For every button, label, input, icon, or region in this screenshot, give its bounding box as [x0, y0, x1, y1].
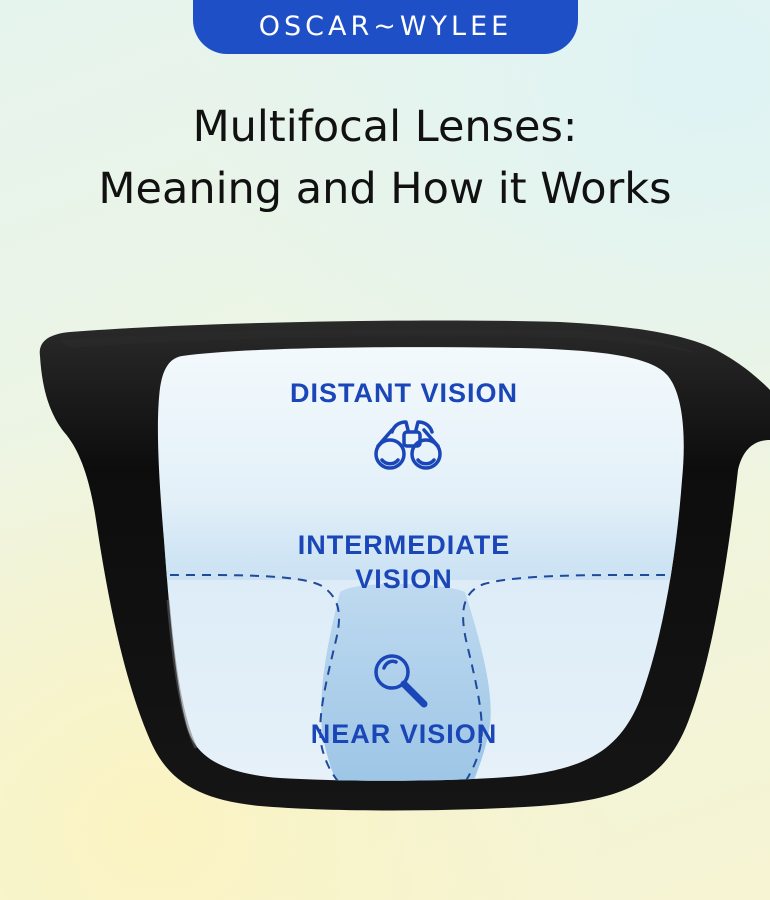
brand-logo-banner: OSCAR~WYLEE	[193, 0, 578, 54]
zone-boundary-line-right	[462, 573, 666, 781]
intermediate-vision-label-line-2: VISION	[355, 564, 453, 594]
lens	[157, 347, 684, 781]
intermediate-vision-label-line-1: INTERMEDIATE	[298, 530, 511, 560]
zone-boundary-line	[169, 573, 341, 781]
distant-vision-label: DISTANT VISION	[290, 378, 518, 408]
binoculars-icon	[374, 420, 442, 470]
page-title-line-1: Multifocal Lenses:	[192, 102, 578, 152]
near-vision-label: NEAR VISION	[311, 719, 498, 749]
brand-logo-text: OSCAR~WYLEE	[258, 11, 513, 42]
intermediate-zone	[157, 500, 684, 580]
magnifying-glass-icon	[374, 654, 428, 708]
page-title-line-2: Meaning and How it Works	[98, 164, 672, 214]
page-title: Multifocal Lenses: Meaning and How it Wo…	[0, 96, 770, 220]
